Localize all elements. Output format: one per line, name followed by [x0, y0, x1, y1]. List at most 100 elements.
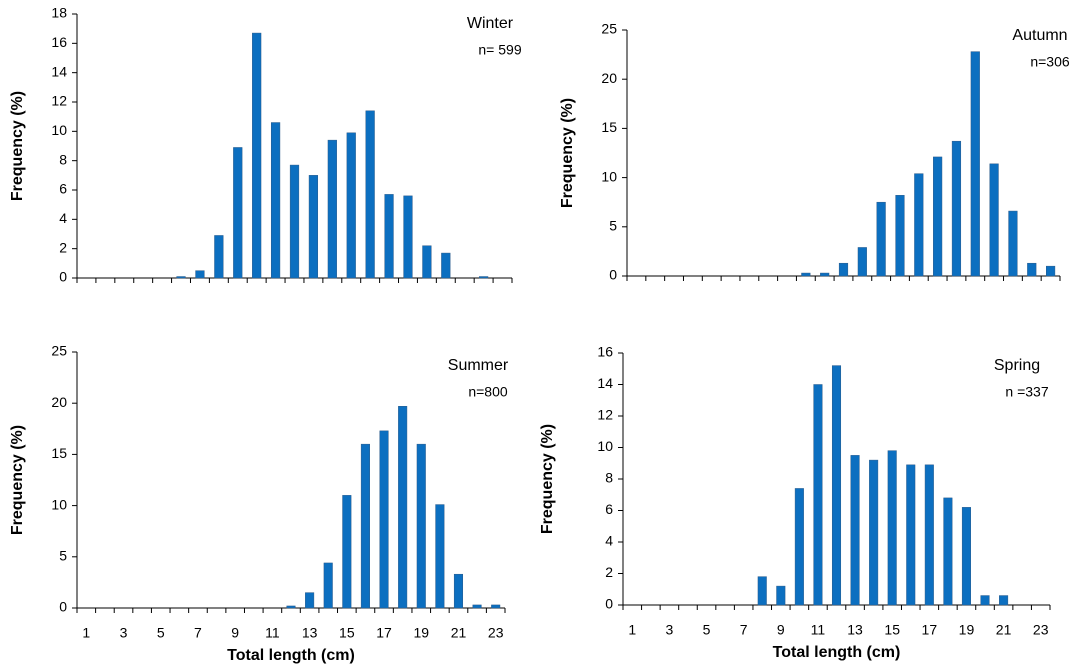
- bar: [776, 585, 786, 606]
- annotation: n=800: [468, 384, 508, 400]
- bar: [398, 406, 408, 609]
- bar: [286, 605, 296, 609]
- bar: [887, 450, 897, 606]
- y-axis-title: Frequency (%): [9, 425, 26, 535]
- y-tick-label: 5: [59, 548, 67, 564]
- y-tick-label: 20: [601, 70, 617, 86]
- y-tick-label: 5: [609, 218, 617, 234]
- x-tick-label: 11: [265, 625, 280, 641]
- x-tick-label: 21: [451, 625, 467, 641]
- bar: [360, 443, 370, 609]
- y-tick-label: 6: [605, 501, 613, 517]
- bar: [857, 247, 867, 277]
- bar: [270, 122, 281, 279]
- bar: [813, 384, 823, 606]
- bar: [289, 164, 300, 279]
- bar: [176, 276, 186, 279]
- bar: [850, 455, 860, 606]
- bar: [323, 562, 333, 609]
- y-tick-label: 4: [59, 210, 67, 226]
- bar: [491, 604, 501, 609]
- x-tick-label: 15: [339, 625, 355, 641]
- y-tick-label: 10: [601, 168, 617, 184]
- bar: [416, 443, 426, 609]
- x-tick-label: 23: [1033, 622, 1049, 638]
- y-tick-label: 20: [51, 394, 67, 410]
- x-tick-label: 23: [488, 625, 504, 641]
- y-tick-label: 12: [51, 93, 67, 109]
- bar: [989, 163, 999, 277]
- x-tick-label: 17: [922, 622, 938, 638]
- bar: [379, 430, 389, 609]
- annotation: Spring: [994, 357, 1040, 374]
- bar: [980, 595, 990, 606]
- x-axis-title: Total length (cm): [773, 644, 901, 661]
- x-axis-title: Total length (cm): [227, 647, 355, 664]
- y-tick-label: 15: [601, 119, 617, 135]
- x-tick-label: 3: [120, 625, 128, 641]
- y-tick-label: 0: [609, 267, 617, 283]
- y-tick-label: 2: [605, 564, 613, 580]
- bar: [757, 576, 767, 606]
- bar: [1008, 210, 1018, 277]
- bar: [305, 592, 315, 609]
- y-tick-label: 25: [51, 343, 67, 359]
- x-tick-label: 13: [302, 625, 318, 641]
- bar: [876, 201, 886, 277]
- x-tick-label: 17: [376, 625, 392, 641]
- y-tick-label: 0: [605, 596, 613, 612]
- bar: [869, 459, 879, 606]
- y-tick-label: 0: [59, 269, 67, 285]
- bar: [384, 194, 394, 279]
- bar: [943, 497, 953, 606]
- x-tick-label: 5: [703, 622, 711, 638]
- y-tick-label: 8: [605, 470, 613, 486]
- y-axis-title: Frequency (%): [539, 424, 556, 534]
- y-tick-label: 25: [601, 21, 617, 37]
- bar: [453, 573, 464, 609]
- y-tick-label: 6: [59, 181, 67, 197]
- x-tick-label: 19: [959, 622, 975, 638]
- bar: [195, 270, 205, 279]
- bar: [233, 147, 243, 279]
- bar: [895, 195, 905, 277]
- x-tick-label: 1: [82, 625, 90, 641]
- y-tick-label: 16: [51, 34, 67, 50]
- bar: [435, 504, 445, 609]
- x-tick-label: 11: [811, 622, 826, 638]
- y-tick-label: 15: [51, 445, 67, 461]
- bar: [308, 175, 319, 279]
- bar: [472, 604, 482, 609]
- y-tick-label: 18: [51, 5, 67, 21]
- bar: [970, 51, 980, 277]
- bar: [906, 464, 916, 606]
- x-tick-label: 9: [231, 625, 239, 641]
- annotation: n=306: [1030, 54, 1070, 70]
- x-tick-label: 3: [666, 622, 674, 638]
- y-tick-label: 10: [51, 122, 67, 138]
- bar: [831, 365, 842, 606]
- y-tick-label: 0: [59, 599, 67, 615]
- bar: [820, 272, 830, 277]
- bar: [933, 156, 943, 277]
- bar: [951, 140, 962, 277]
- bar: [214, 235, 224, 279]
- x-tick-label: 7: [194, 625, 202, 641]
- bar: [422, 245, 432, 279]
- bar: [342, 495, 352, 609]
- bar: [403, 195, 413, 279]
- y-tick-label: 2: [59, 239, 67, 255]
- bar: [1046, 265, 1056, 277]
- x-tick-label: 7: [740, 622, 748, 638]
- y-tick-label: 14: [597, 375, 613, 391]
- bar: [441, 252, 451, 279]
- bar: [838, 262, 849, 277]
- y-tick-label: 14: [51, 63, 67, 79]
- bar: [801, 272, 811, 277]
- y-tick-label: 8: [59, 151, 67, 167]
- y-tick-label: 10: [597, 438, 613, 454]
- annotation: n= 599: [478, 42, 521, 58]
- bar: [794, 488, 804, 606]
- bar: [252, 32, 262, 279]
